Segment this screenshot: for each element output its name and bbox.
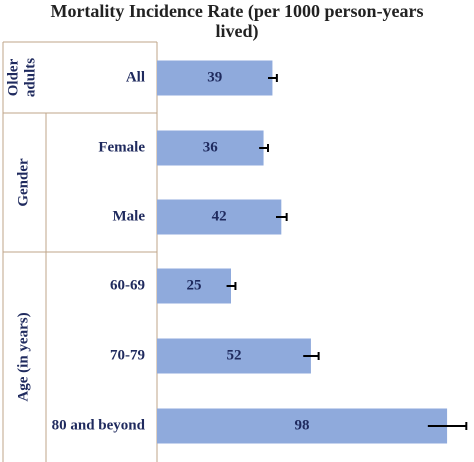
category-labels: All Female Male 60-69 70-79 80 and beyond [52, 69, 146, 433]
value-labels: 39 36 42 25 52 98 [187, 69, 310, 433]
category-label: All [126, 69, 145, 85]
category-label: 80 and beyond [52, 417, 146, 433]
group-label: Gender [15, 158, 31, 207]
bar [157, 408, 448, 444]
group-labels: Older adults Gender Age (in years) [5, 58, 38, 402]
group-label: Age (in years) [15, 312, 31, 401]
value-label: 25 [187, 277, 202, 293]
title-line: Mortality Incidence Rate (per 1000 perso… [50, 1, 423, 22]
category-label: Male [113, 208, 146, 224]
category-label: Female [98, 139, 145, 155]
bar [157, 130, 264, 166]
chart-title: Mortality Incidence Rate (per 1000 perso… [50, 1, 423, 42]
bar [157, 60, 273, 96]
error-bars [226, 74, 468, 430]
title-line: lived) [216, 21, 259, 42]
group-frame [2, 41, 158, 462]
category-label: 70-79 [110, 347, 145, 363]
group-label: Older [5, 58, 21, 96]
group-label: adults [22, 58, 38, 97]
value-label: 98 [295, 417, 310, 433]
value-label: 36 [203, 139, 219, 155]
bar [157, 199, 282, 235]
bar [157, 268, 231, 304]
bars [157, 60, 448, 444]
bar [157, 338, 311, 374]
category-label: 60-69 [110, 277, 145, 293]
value-label: 39 [207, 69, 222, 85]
value-label: 42 [212, 208, 227, 224]
value-label: 52 [226, 347, 241, 363]
